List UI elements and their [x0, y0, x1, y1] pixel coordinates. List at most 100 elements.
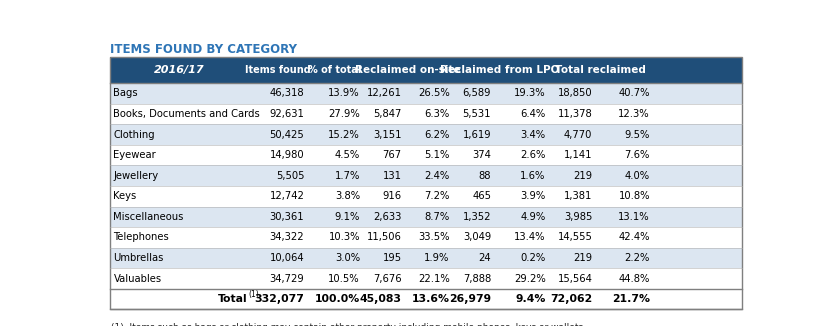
Text: 2016/17: 2016/17 — [154, 65, 205, 75]
Text: 44.8%: 44.8% — [619, 274, 650, 284]
Text: Reclaimed on-site: Reclaimed on-site — [354, 65, 460, 75]
Text: 15.2%: 15.2% — [328, 129, 360, 140]
Text: 219: 219 — [573, 253, 592, 263]
Text: 465: 465 — [472, 191, 491, 201]
Text: Jewellery: Jewellery — [113, 171, 159, 181]
Text: 30,361: 30,361 — [269, 212, 304, 222]
Text: 10.3%: 10.3% — [329, 232, 360, 243]
Text: 7.6%: 7.6% — [624, 150, 650, 160]
Text: 72,062: 72,062 — [550, 294, 592, 304]
Text: 332,077: 332,077 — [254, 294, 304, 304]
Text: 195: 195 — [382, 253, 401, 263]
Text: 2.4%: 2.4% — [425, 171, 449, 181]
Text: 29.2%: 29.2% — [514, 274, 546, 284]
Text: 26,979: 26,979 — [449, 294, 491, 304]
Text: 100.0%: 100.0% — [315, 294, 360, 304]
Text: 13.1%: 13.1% — [619, 212, 650, 222]
Text: 9.4%: 9.4% — [515, 294, 546, 304]
Text: 7,888: 7,888 — [463, 274, 491, 284]
Text: 13.6%: 13.6% — [411, 294, 449, 304]
Text: 9.5%: 9.5% — [624, 129, 650, 140]
Text: Keys: Keys — [113, 191, 137, 201]
Text: 14,980: 14,980 — [269, 150, 304, 160]
Text: 13.9%: 13.9% — [328, 88, 360, 98]
Text: 5,531: 5,531 — [463, 109, 491, 119]
Text: 88: 88 — [479, 171, 491, 181]
Text: 7,676: 7,676 — [373, 274, 401, 284]
Text: 14,555: 14,555 — [558, 232, 592, 243]
Text: 916: 916 — [382, 191, 401, 201]
Text: 6.4%: 6.4% — [520, 109, 546, 119]
Bar — [110, 268, 742, 289]
Text: 10,064: 10,064 — [269, 253, 304, 263]
Bar — [110, 227, 742, 248]
Text: 12,742: 12,742 — [269, 191, 304, 201]
Bar — [110, 104, 742, 124]
Text: 13.4%: 13.4% — [514, 232, 546, 243]
Text: 12,261: 12,261 — [367, 88, 401, 98]
Bar — [110, 57, 742, 83]
Text: 12.3%: 12.3% — [619, 109, 650, 119]
Text: 5.1%: 5.1% — [425, 150, 449, 160]
Text: 3.4%: 3.4% — [520, 129, 546, 140]
Text: 4,770: 4,770 — [564, 129, 592, 140]
Text: 3,151: 3,151 — [373, 129, 401, 140]
Text: 4.0%: 4.0% — [624, 171, 650, 181]
Text: 40.7%: 40.7% — [619, 88, 650, 98]
Text: % of total: % of total — [308, 65, 361, 75]
Text: 219: 219 — [573, 171, 592, 181]
Text: 8.7%: 8.7% — [425, 212, 449, 222]
Bar — [110, 186, 742, 207]
Text: 2,633: 2,633 — [373, 212, 401, 222]
Text: 26.5%: 26.5% — [418, 88, 449, 98]
Text: 6.3%: 6.3% — [425, 109, 449, 119]
Text: Miscellaneous: Miscellaneous — [113, 212, 184, 222]
Text: 4.5%: 4.5% — [335, 150, 360, 160]
Text: 18,850: 18,850 — [558, 88, 592, 98]
Text: 1.9%: 1.9% — [425, 253, 449, 263]
Bar — [110, 83, 742, 104]
Text: 27.9%: 27.9% — [328, 109, 360, 119]
Text: Total reclaimed: Total reclaimed — [555, 65, 646, 75]
Text: Umbrellas: Umbrellas — [113, 253, 164, 263]
Text: ITEMS FOUND BY CATEGORY: ITEMS FOUND BY CATEGORY — [110, 43, 297, 56]
Text: 21.7%: 21.7% — [612, 294, 650, 304]
Text: 131: 131 — [382, 171, 401, 181]
Text: 1,141: 1,141 — [564, 150, 592, 160]
Text: 3.9%: 3.9% — [520, 191, 546, 201]
Text: Bags: Bags — [113, 88, 138, 98]
Text: Telephones: Telephones — [113, 232, 169, 243]
Text: 1,619: 1,619 — [463, 129, 491, 140]
Text: Items found: Items found — [245, 65, 311, 75]
Text: 11,378: 11,378 — [558, 109, 592, 119]
Text: Books, Documents and Cards: Books, Documents and Cards — [113, 109, 260, 119]
Bar — [110, 207, 742, 227]
Text: 9.1%: 9.1% — [335, 212, 360, 222]
Text: 1.6%: 1.6% — [520, 171, 546, 181]
Bar — [110, 289, 742, 309]
Text: 3,049: 3,049 — [463, 232, 491, 243]
Text: 1.7%: 1.7% — [335, 171, 360, 181]
Text: 19.3%: 19.3% — [514, 88, 546, 98]
Text: 6,589: 6,589 — [463, 88, 491, 98]
Text: 0.2%: 0.2% — [520, 253, 546, 263]
Text: 24: 24 — [478, 253, 491, 263]
Text: Clothing: Clothing — [113, 129, 155, 140]
Text: 34,729: 34,729 — [269, 274, 304, 284]
Text: 92,631: 92,631 — [269, 109, 304, 119]
Text: 3.8%: 3.8% — [335, 191, 360, 201]
Text: 1,352: 1,352 — [463, 212, 491, 222]
Text: 374: 374 — [472, 150, 491, 160]
Text: 767: 767 — [382, 150, 401, 160]
Bar — [110, 248, 742, 268]
Text: 50,425: 50,425 — [269, 129, 304, 140]
Text: 46,318: 46,318 — [269, 88, 304, 98]
Text: Reclaimed from LPO: Reclaimed from LPO — [440, 65, 560, 75]
Bar — [110, 165, 742, 186]
Text: 22.1%: 22.1% — [418, 274, 449, 284]
Text: 5,847: 5,847 — [373, 109, 401, 119]
Text: 1,381: 1,381 — [564, 191, 592, 201]
Text: 4.9%: 4.9% — [520, 212, 546, 222]
Bar — [110, 145, 742, 165]
Text: 11,506: 11,506 — [367, 232, 401, 243]
